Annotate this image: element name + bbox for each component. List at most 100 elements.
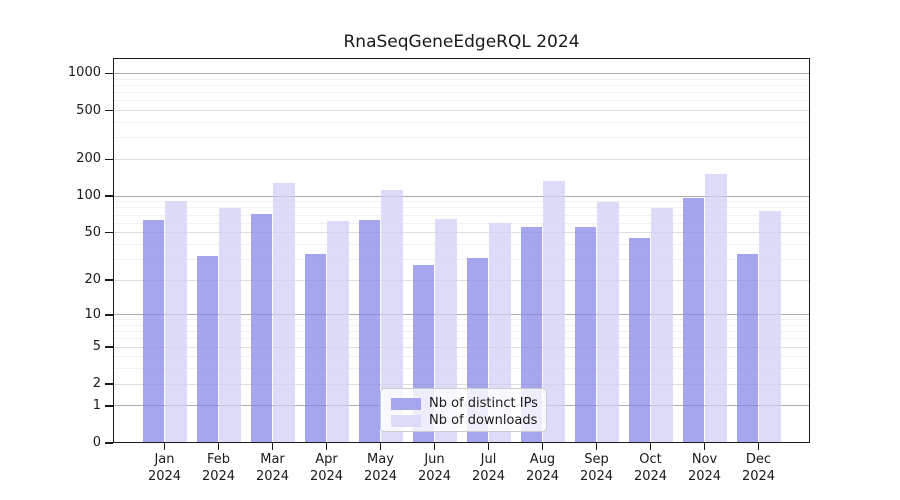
y-tick-2 [105, 383, 113, 385]
bar-ips-dec [736, 254, 758, 443]
gridline-mid-50 [113, 232, 810, 234]
gridline-major-100 [113, 195, 810, 197]
gridline-mid-500 [113, 110, 810, 111]
bar-downloads-apr [327, 220, 349, 443]
bar-downloads-nov [705, 173, 727, 443]
y-tick-label-1: 1 [92, 397, 101, 413]
x-tick-label-year: 2024 [471, 469, 506, 484]
y-tick-20 [105, 279, 113, 281]
x-tick-label-year: 2024 [525, 469, 560, 484]
y-tick-1 [105, 405, 113, 407]
gridline-mid-200 [113, 158, 810, 160]
bar-ips-feb [196, 255, 218, 443]
bar-downloads-aug [543, 181, 565, 443]
y-tick-label-2: 2 [92, 376, 101, 392]
legend-item-distinct-ips: Nb of distinct IPs [391, 395, 538, 412]
x-tick-label-month: Feb [206, 452, 231, 467]
gridline-major-10 [113, 314, 810, 316]
x-tick-label-year: 2024 [363, 469, 398, 484]
bar-downloads-jan [165, 201, 187, 443]
chart-title: RnaSeqGeneEdgeRQL 2024 [343, 32, 580, 52]
x-tick-jan [163, 443, 166, 450]
x-tick-label-oct: Oct 2024 [623, 451, 679, 485]
legend-item-downloads: Nb of downloads [391, 412, 538, 429]
bar-ips-apr [304, 254, 326, 443]
x-tick-aug [541, 443, 544, 450]
gridline-mid-20 [113, 279, 810, 281]
x-tick-oct [649, 443, 652, 450]
gridline-minor-80 [113, 207, 810, 209]
bar-ips-nov [682, 197, 704, 443]
x-tick-label-month: Nov [691, 452, 718, 467]
y-tick-1000 [105, 72, 113, 75]
x-tick-label-year: 2024 [147, 469, 182, 484]
x-tick-feb [217, 443, 220, 450]
x-tick-nov [703, 443, 706, 450]
x-tick-label-sep: Sep 2024 [569, 451, 625, 485]
gridline-minor-6 [113, 338, 810, 340]
x-tick-label-aug: Aug 2024 [515, 451, 571, 485]
x-tick-label-may: May 2024 [353, 451, 409, 485]
bar-ips-may [358, 219, 380, 443]
gridline-mid-2 [113, 383, 810, 385]
gridline-minor-700 [113, 92, 810, 94]
y-tick-0 [105, 442, 113, 444]
y-tick-label-0: 0 [92, 435, 101, 450]
gridline-minor-900 [113, 78, 810, 80]
gridline-minor-9 [113, 319, 810, 321]
x-tick-label-dec: Dec 2024 [731, 451, 787, 485]
gridline-minor-30 [113, 258, 810, 260]
x-tick-label-month: Aug [529, 452, 556, 467]
bar-downloads-oct [651, 207, 673, 443]
x-tick-label-year: 2024 [741, 469, 776, 484]
gridline-major-1000 [113, 72, 810, 74]
gridline-minor-4 [113, 356, 810, 358]
legend-swatch-distinct-ips [391, 397, 421, 410]
x-tick-label-month: Sep [584, 452, 609, 467]
bar-downloads-mar [273, 182, 295, 443]
x-tick-label-year: 2024 [687, 469, 722, 484]
x-tick-label-feb: Feb 2024 [191, 451, 247, 485]
gridline-minor-8 [113, 324, 810, 326]
x-tick-jul [487, 443, 490, 450]
x-tick-label-apr: Apr 2024 [299, 451, 355, 485]
x-tick-label-month: Mar [260, 452, 285, 467]
gridline-minor-90 [113, 201, 810, 203]
bar-downloads-feb [219, 207, 241, 443]
x-tick-label-month: Dec [745, 452, 772, 467]
x-tick-label-year: 2024 [579, 469, 614, 484]
gridline-minor-7 [113, 331, 810, 333]
x-tick-label-year: 2024 [633, 469, 668, 484]
x-tick-sep [595, 443, 598, 450]
x-tick-label-jan: Jan 2024 [137, 451, 193, 485]
x-tick-apr [325, 443, 328, 450]
x-tick-label-year: 2024 [417, 469, 452, 484]
legend: Nb of distinct IPs Nb of downloads [380, 388, 547, 432]
y-tick-label-5: 5 [92, 339, 101, 355]
x-tick-label-year: 2024 [255, 469, 290, 484]
gridline-minor-800 [113, 84, 810, 86]
legend-label-distinct-ips: Nb of distinct IPs [429, 396, 538, 411]
y-tick-label-500: 500 [76, 102, 101, 118]
x-tick-label-month: Jan [154, 452, 175, 467]
x-tick-label-month: Apr [315, 452, 338, 467]
gridline-minor-70 [113, 214, 810, 216]
y-tick-50 [105, 231, 113, 234]
bar-ips-jan [142, 219, 164, 443]
bar-downloads-jun [435, 218, 457, 443]
gridline-minor-300 [113, 137, 810, 139]
y-tick-label-50: 50 [84, 224, 101, 240]
y-tick-label-200: 200 [76, 151, 101, 167]
y-tick-10 [105, 314, 113, 316]
gridline-minor-400 [113, 121, 810, 123]
x-tick-dec [757, 443, 760, 450]
x-tick-label-month: Oct [639, 452, 662, 467]
bar-ips-mar [250, 214, 272, 443]
y-tick-label-20: 20 [84, 272, 101, 288]
bar-downloads-dec [759, 211, 781, 443]
bar-downloads-may [381, 189, 403, 443]
x-tick-label-year: 2024 [309, 469, 344, 484]
bar-ips-sep [574, 226, 596, 443]
y-tick-label-1000: 1000 [67, 65, 101, 81]
